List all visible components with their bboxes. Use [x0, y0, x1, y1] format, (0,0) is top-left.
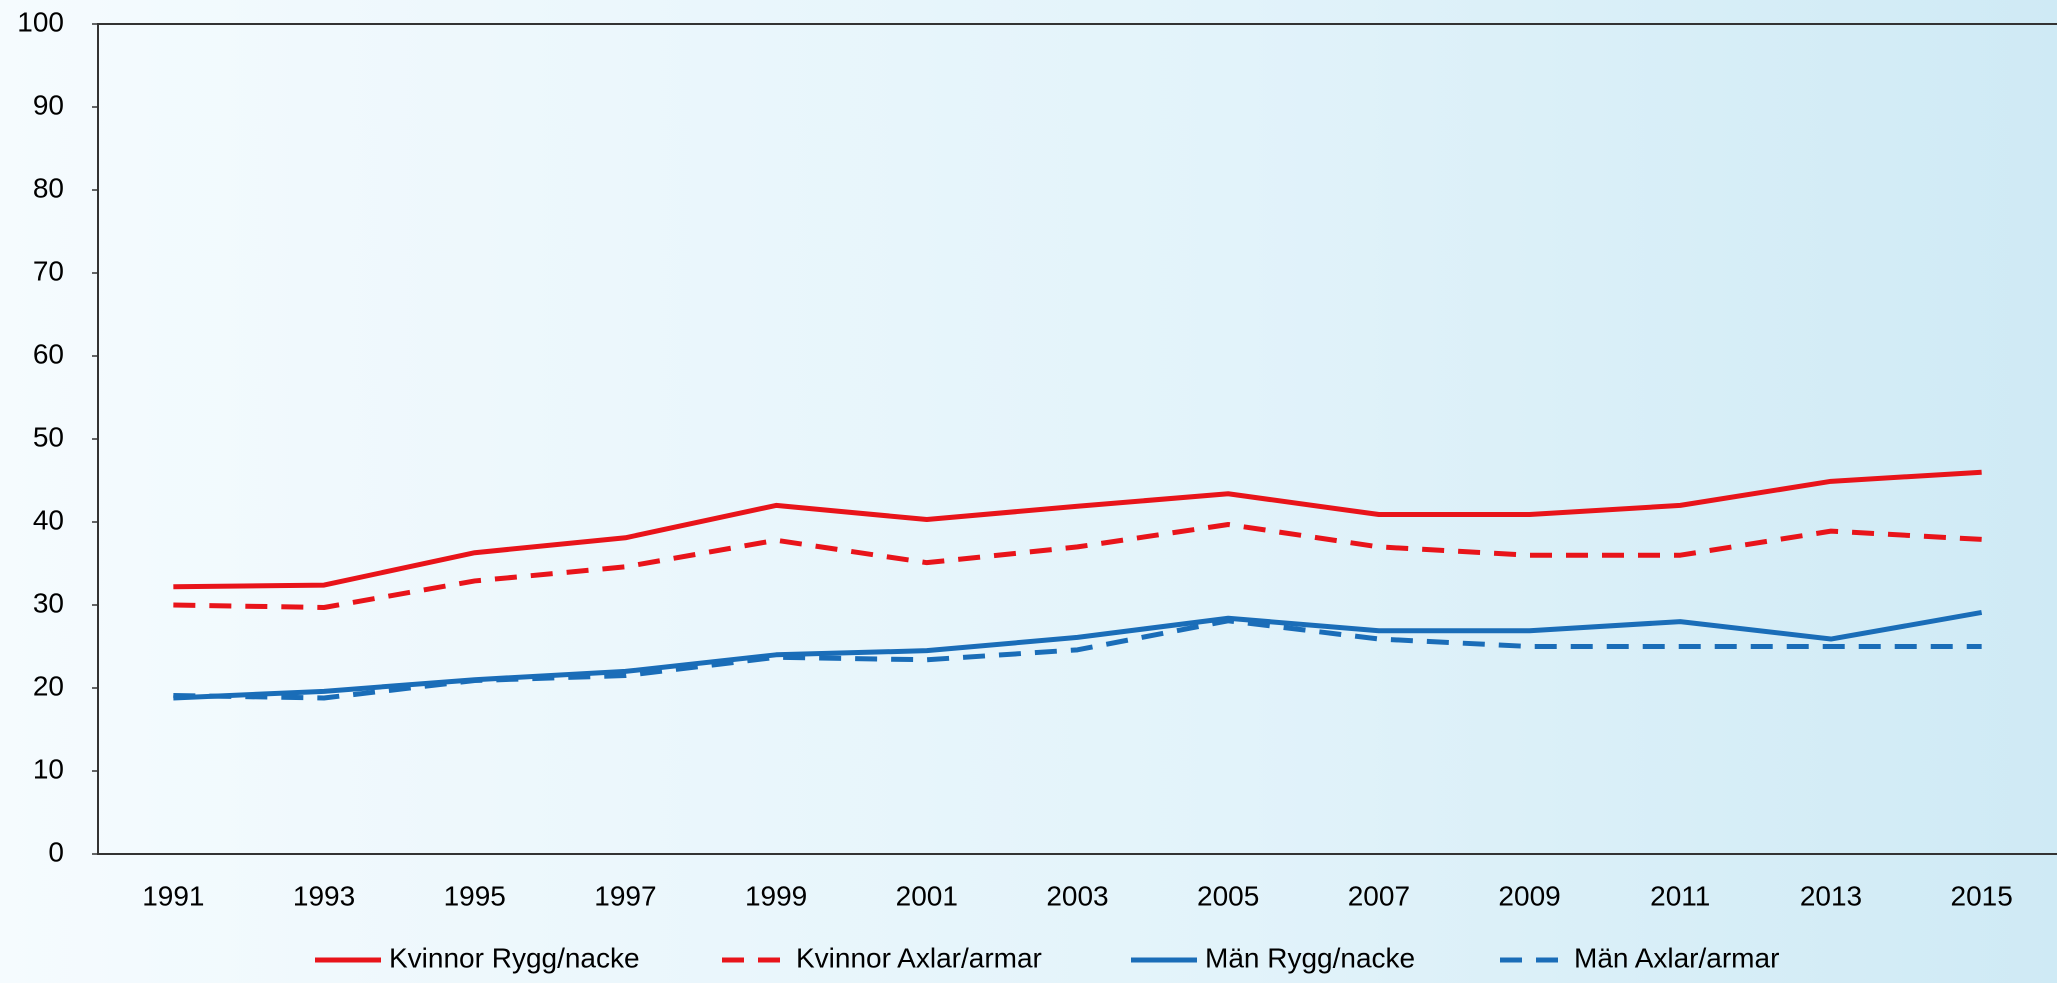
y-tick-label: 50	[33, 421, 64, 452]
x-tick-label: 2013	[1800, 880, 1862, 911]
y-tick-label: 10	[33, 753, 64, 784]
x-tick-label: 2009	[1498, 880, 1560, 911]
x-tick-label: 1993	[293, 880, 355, 911]
x-tick-label: 2007	[1348, 880, 1410, 911]
y-tick-label: 0	[48, 836, 64, 867]
x-tick-label: 2005	[1197, 880, 1259, 911]
legend-label: Män Rygg/nacke	[1205, 942, 1415, 973]
y-tick-label: 20	[33, 670, 64, 701]
x-tick-label: 1997	[594, 880, 656, 911]
legend-label: Kvinnor Rygg/nacke	[389, 942, 640, 973]
series-line	[173, 521, 1982, 610]
y-tick-label: 40	[33, 504, 64, 535]
y-tick-label: 70	[33, 255, 64, 286]
y-tick-label: 60	[33, 338, 64, 369]
x-tick-label: 2003	[1046, 880, 1108, 911]
x-tick-label: 1991	[142, 880, 204, 911]
legend-label: Kvinnor Axlar/armar	[796, 942, 1042, 973]
y-tick-label: 100	[17, 6, 64, 37]
y-tick-label: 80	[33, 172, 64, 203]
legend-label: Män Axlar/armar	[1574, 942, 1779, 973]
y-tick-label: 90	[33, 89, 64, 120]
x-tick-label: 2001	[896, 880, 958, 911]
x-tick-label: 2015	[1951, 880, 2013, 911]
y-tick-label: 30	[33, 587, 64, 618]
series-line	[173, 618, 1982, 701]
x-tick-label: 1999	[745, 880, 807, 911]
x-tick-label: 1995	[444, 880, 506, 911]
plot-frame	[97, 23, 2057, 855]
series-line	[173, 469, 1982, 590]
x-tick-label: 2011	[1650, 880, 1710, 911]
